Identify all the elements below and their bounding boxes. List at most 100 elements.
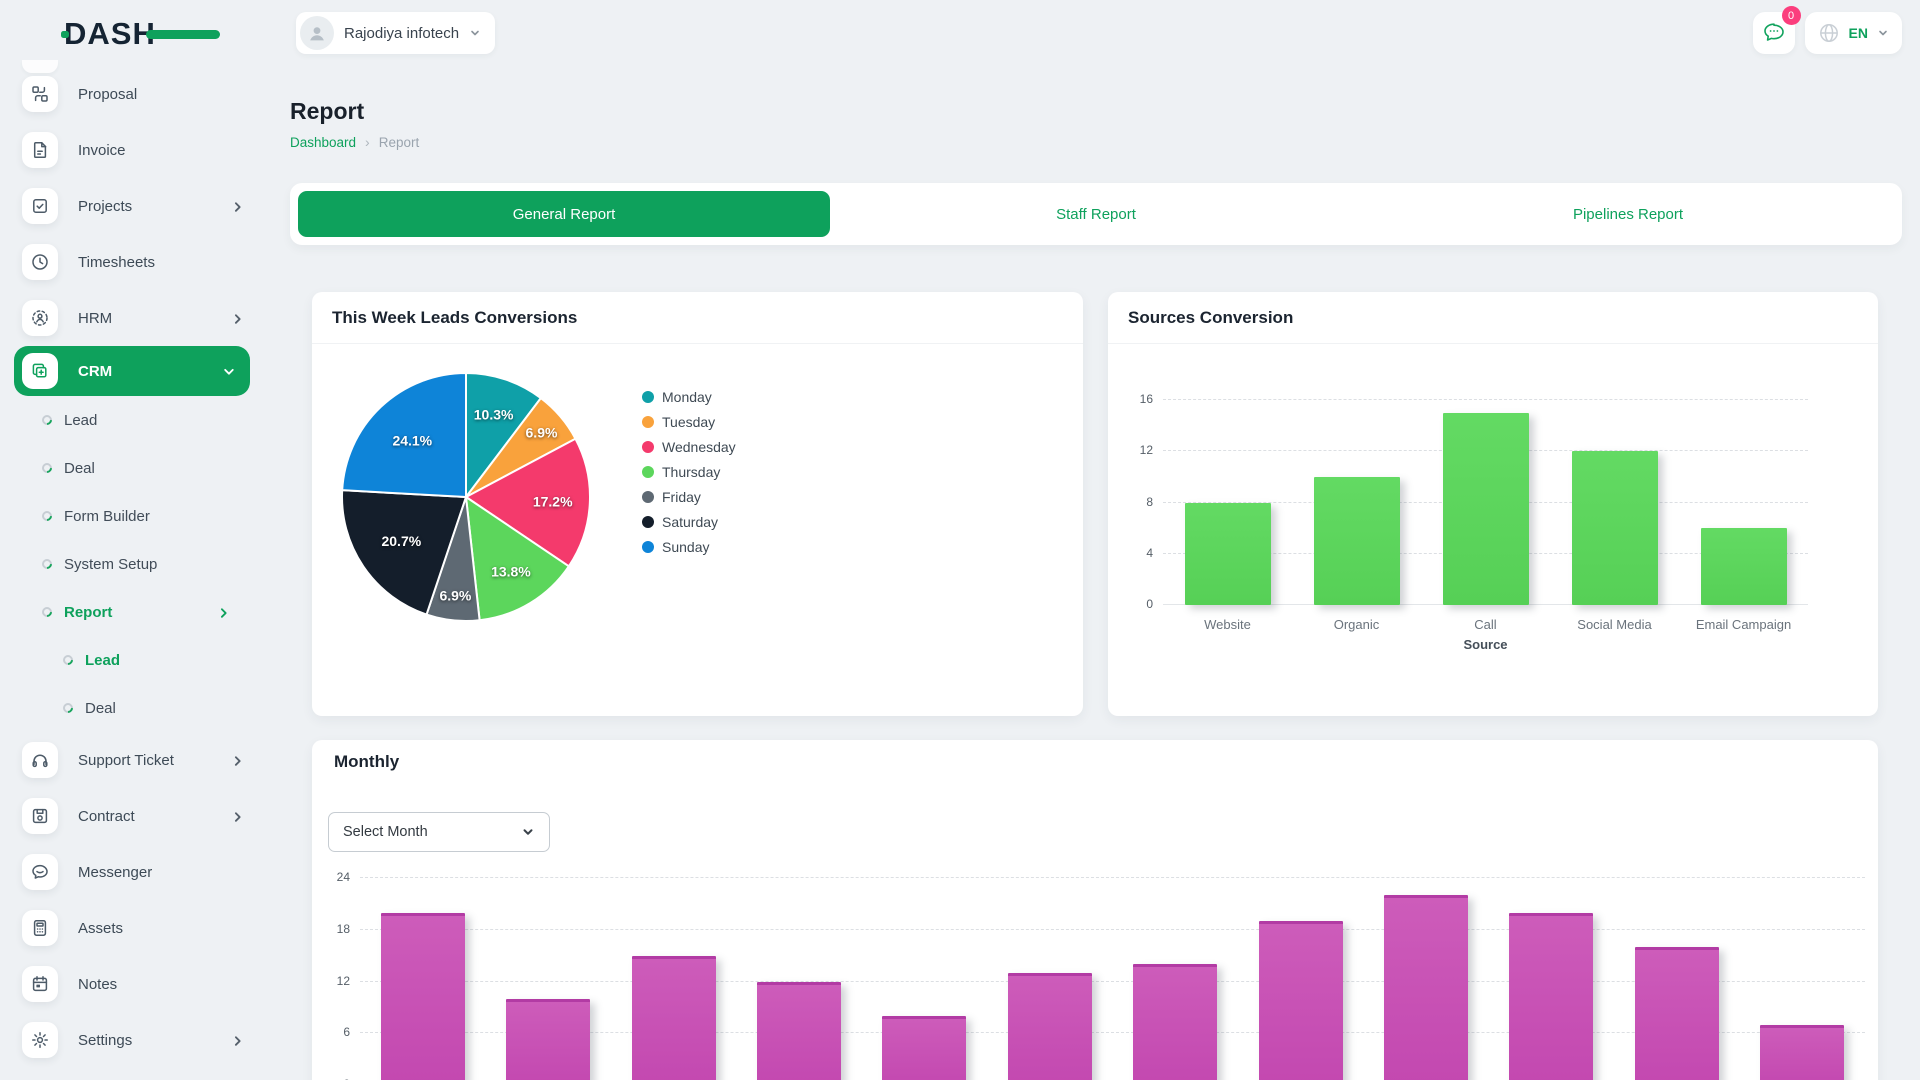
sidebar-subitem-label: Report (64, 603, 113, 621)
language-code: EN (1848, 25, 1868, 41)
monthly-bar-12[interactable] (1760, 1024, 1845, 1080)
monthly-bar-5[interactable] (882, 1016, 967, 1080)
card-title: This Week Leads Conversions (312, 292, 1083, 344)
pie-slice-wednesday[interactable] (465, 437, 591, 568)
legend-dot-icon (642, 440, 654, 453)
monthly-bar-8[interactable] (1258, 921, 1343, 1080)
monthly-bar-2[interactable] (506, 998, 591, 1080)
pie-slice-saturday[interactable] (341, 489, 467, 616)
y-tick-label: 6 (343, 1025, 350, 1040)
tab-general-report[interactable]: General Report (298, 191, 830, 237)
sidebar-subitem-system-setup[interactable]: System Setup (0, 540, 258, 588)
sidebar-item-hrm[interactable]: HRM (0, 290, 258, 346)
sidebar-subitem-report[interactable]: Report (0, 588, 258, 636)
month-select[interactable]: Select Month (328, 812, 550, 852)
monthly-bar-7[interactable] (1133, 964, 1218, 1080)
sidebar-item-invoice[interactable]: Invoice (0, 122, 258, 178)
leads-pie-chart[interactable]: 10.3% 6.9% 17.2% 13.8% 6.9% 20.7% 24.1% (340, 371, 592, 623)
y-tick-label: 12 (336, 973, 350, 988)
sources-bar-chart[interactable]: 0 4 8 12 16 Website Organic Call Social Media Ema… (1140, 392, 1808, 632)
sidebar-item-label: Timesheets (78, 253, 155, 271)
sidebar-item-proposal[interactable]: Proposal (0, 66, 258, 122)
sidebar-subitem-form-builder[interactable]: Form Builder (0, 492, 258, 540)
legend-item-sunday[interactable]: Sunday (642, 538, 736, 555)
breadcrumb-dashboard-link[interactable]: Dashboard (290, 134, 357, 150)
sidebar-subitem-lead[interactable]: Lead (0, 396, 258, 444)
sources-bar-5[interactable] (1700, 528, 1787, 605)
monthly-bar-3[interactable] (631, 955, 716, 1080)
messages-button[interactable]: 0 (1752, 6, 1801, 54)
tab-pipelines-report[interactable]: Pipelines Report (1572, 205, 1684, 223)
legend-item-wednesday[interactable]: Wednesday (642, 438, 736, 455)
sidebar-subitem-lead[interactable]: Lead (0, 636, 258, 684)
sidebar-subitem-deal[interactable]: Deal (0, 444, 258, 492)
sidebar-item-contract[interactable]: Contract (0, 788, 258, 844)
monthly-card: Monthly Select Month 0 6 12 18 24 (312, 740, 1878, 1080)
x-axis-title: Source (1463, 637, 1508, 652)
language-selector[interactable]: EN (1804, 12, 1902, 54)
monthly-bar-1[interactable] (380, 912, 465, 1080)
sidebar-item-label: Assets (78, 919, 124, 937)
sidebar-item-messenger[interactable]: Messenger (0, 844, 258, 900)
legend-item-friday[interactable]: Friday (642, 488, 736, 505)
monthly-bar-chart[interactable]: 06121824 (337, 870, 1865, 1080)
legend-label: Sunday (662, 538, 710, 555)
sidebar-item-clipped (22, 60, 58, 73)
app-logo[interactable]: DASH (61, 16, 220, 52)
report-tabs: General Report Staff Report Pipelines Repo… (290, 183, 1902, 245)
sidebar-item-settings[interactable]: Settings (0, 1012, 258, 1068)
x-tick-label: Organic (1333, 617, 1380, 632)
legend-label: Wednesday (662, 438, 736, 455)
sources-bar-2[interactable] (1313, 476, 1400, 605)
sidebar-item-projects[interactable]: Projects (0, 178, 258, 234)
sidebar-item-label: Messenger (78, 863, 153, 881)
bullet-icon (39, 412, 55, 428)
pie-value-label: 24.1% (392, 432, 432, 448)
bullet-icon (39, 604, 55, 620)
gridline: 16 (1140, 392, 1808, 406)
sidebar-item-timesheets[interactable]: Timesheets (0, 234, 258, 290)
sources-bar-3[interactable] (1442, 412, 1529, 605)
legend-dot-icon (642, 465, 654, 478)
monthly-bar-4[interactable] (756, 981, 841, 1080)
x-tick-label: Call (1474, 617, 1497, 632)
sidebar-item-crm[interactable]: CRM (14, 346, 250, 396)
legend-label: Thursday (662, 463, 721, 480)
y-tick-label: 18 (336, 921, 350, 936)
sources-bar-4[interactable] (1571, 451, 1658, 605)
logo-accent-bar (146, 30, 220, 39)
monthly-bar-11[interactable] (1634, 947, 1719, 1080)
legend-item-monday[interactable]: Monday (642, 388, 736, 405)
monthly-bar-6[interactable] (1007, 972, 1092, 1080)
globe-icon (1819, 24, 1838, 42)
monthly-bar-9[interactable] (1384, 895, 1469, 1080)
legend-item-saturday[interactable]: Saturday (642, 513, 736, 530)
company-selector[interactable]: Rajodiya infotech (296, 12, 496, 54)
legend-label: Friday (662, 488, 701, 505)
pie-slice-thursday[interactable] (465, 496, 570, 622)
pie-value-label: 13.8% (491, 563, 531, 579)
pie-slice-monday[interactable] (465, 372, 542, 498)
sidebar-item-label: CRM (78, 362, 113, 380)
tab-staff-report[interactable]: Staff Report (1056, 205, 1136, 223)
settings-icon (22, 1022, 58, 1058)
sidebar-subitem-deal[interactable]: Deal (0, 684, 258, 732)
timesheets-icon (22, 244, 58, 280)
contract-icon (22, 798, 58, 834)
sidebar-item-assets[interactable]: Assets (0, 900, 258, 956)
bullet-icon (39, 460, 55, 476)
sidebar-item-support-ticket[interactable]: Support Ticket (0, 732, 258, 788)
pie-slice-sunday[interactable] (341, 372, 467, 498)
y-tick-label: 4 (1146, 545, 1153, 560)
legend-label: Monday (662, 388, 712, 405)
sources-bar-1[interactable] (1184, 502, 1271, 605)
legend-item-thursday[interactable]: Thursday (642, 463, 736, 480)
legend-item-tuesday[interactable]: Tuesday (642, 413, 736, 430)
sidebar: Proposal Invoice Projects Timesheets HRM CRM L… (0, 60, 258, 1080)
monthly-bar-10[interactable] (1509, 912, 1594, 1080)
card-title: Monthly (334, 752, 400, 771)
y-tick-label: 24 (336, 870, 350, 884)
breadcrumb-current: Report (378, 134, 420, 150)
sidebar-item-label: Invoice (78, 141, 126, 159)
sidebar-item-notes[interactable]: Notes (0, 956, 258, 1012)
